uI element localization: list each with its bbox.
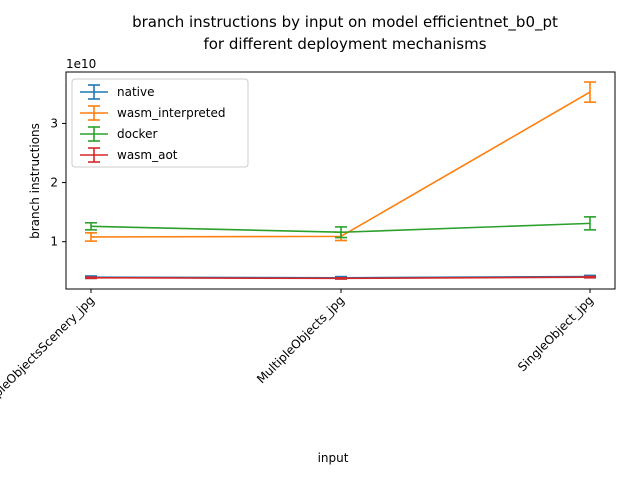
y-tick-label: 1 xyxy=(50,235,58,249)
x-axis-label: input xyxy=(318,451,349,465)
series-docker xyxy=(85,216,596,239)
chart-title: branch instructions by input on model ef… xyxy=(132,13,558,32)
legend-item: wasm_aot xyxy=(80,147,178,163)
legend-item: native xyxy=(80,84,154,100)
error-bar xyxy=(85,221,97,231)
y-axis-label: branch instructions xyxy=(28,123,42,239)
y-tick-label: 2 xyxy=(50,176,58,190)
error-bar xyxy=(85,232,97,242)
error-bar xyxy=(584,216,596,231)
x-ticks: MultipleObjectsScenery_jpg MultipleObject… xyxy=(0,289,596,421)
chart-subtitle: for different deployment mechanisms xyxy=(203,35,486,53)
x-tick-label: SingleObject_jpg xyxy=(515,293,596,374)
legend-item: wasm_interpreted xyxy=(80,105,225,121)
y-offset-label: 1e10 xyxy=(66,57,96,71)
series-wasm_aot xyxy=(85,275,596,280)
y-tick-label: 3 xyxy=(50,116,58,130)
error-bar xyxy=(335,276,347,280)
error-bar xyxy=(335,226,347,239)
error-bar xyxy=(584,275,596,279)
legend-label: wasm_aot xyxy=(117,148,178,162)
legend-label: docker xyxy=(117,127,157,141)
series-group xyxy=(85,81,596,280)
error-bar xyxy=(584,81,596,103)
error-bar xyxy=(85,276,97,280)
y-ticks: 1 2 3 xyxy=(50,116,66,249)
legend-item: docker xyxy=(80,126,157,142)
legend-label: native xyxy=(117,85,154,99)
legend-swatch xyxy=(80,84,108,100)
legend-swatch xyxy=(80,126,108,142)
x-tick-label: MultipleObjectsScenery_jpg xyxy=(0,293,97,420)
x-tick-label: MultipleObjects_jpg xyxy=(254,293,347,386)
legend-label: wasm_interpreted xyxy=(117,106,225,120)
legend-swatch xyxy=(80,147,108,163)
legend-frame xyxy=(71,78,249,168)
legend-swatch xyxy=(80,105,108,121)
